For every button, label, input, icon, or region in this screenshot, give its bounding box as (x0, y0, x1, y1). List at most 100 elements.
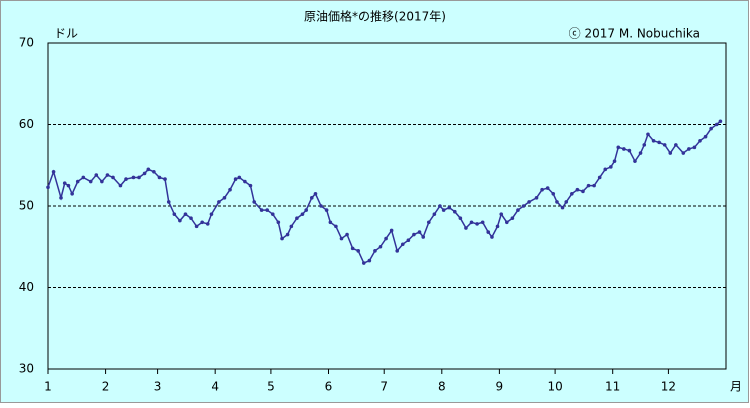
price-point (59, 196, 63, 200)
price-point (687, 147, 691, 151)
price-point (300, 212, 305, 216)
price-point (441, 208, 446, 212)
price-point (81, 175, 86, 180)
price-point (714, 122, 719, 127)
price-point (111, 175, 115, 180)
price-point (480, 220, 485, 225)
price-point (339, 236, 344, 241)
price-point (545, 186, 550, 190)
y-tick-label: 30 (19, 362, 34, 376)
price-point (384, 236, 388, 241)
price-point (555, 200, 559, 204)
y-tick-label: 60 (19, 117, 34, 131)
price-point (88, 179, 93, 184)
x-tick-label: 3 (154, 380, 162, 394)
price-point (560, 205, 565, 210)
x-tick-label: 2 (102, 380, 110, 394)
price-point (378, 244, 383, 249)
x-tick-label: 8 (438, 380, 446, 394)
price-point (319, 204, 323, 208)
price-point (350, 246, 355, 251)
price-point (551, 191, 556, 196)
price-point (46, 185, 50, 190)
price-point (276, 220, 281, 225)
price-point (131, 175, 136, 180)
x-tick-label: 12 (661, 380, 676, 394)
price-point (651, 139, 656, 143)
price-point (709, 126, 713, 131)
price-point (612, 159, 617, 163)
price-point (295, 216, 299, 221)
price-point (432, 212, 437, 216)
price-point (622, 147, 626, 151)
x-tick-label: 6 (325, 380, 333, 394)
price-point (200, 220, 204, 225)
price-point (668, 151, 673, 155)
price-point (417, 230, 422, 234)
price-point (270, 212, 275, 216)
y-tick-label: 50 (19, 199, 34, 213)
y-tick-label: 40 (19, 280, 34, 294)
price-point (289, 224, 294, 229)
price-point (222, 196, 227, 200)
price-point (75, 179, 80, 184)
price-point (657, 140, 661, 145)
price-point (406, 238, 411, 243)
price-point (285, 232, 290, 237)
price-point (324, 208, 329, 212)
price-point (189, 216, 193, 221)
price-point (51, 169, 56, 174)
price-point (152, 169, 156, 174)
price-point (698, 139, 702, 143)
price-point (100, 179, 104, 184)
price-point (421, 235, 426, 239)
price-point (142, 171, 147, 176)
price-point (718, 119, 723, 124)
price-point (642, 143, 647, 147)
price-point (252, 200, 256, 204)
price-point (205, 222, 210, 226)
price-point (356, 249, 361, 253)
price-point (499, 212, 504, 216)
price-point (194, 224, 199, 229)
price-point (534, 196, 539, 200)
x-tick-label: 5 (267, 380, 275, 394)
copyright: ⓒ 2017 M. Nobuchika (569, 27, 700, 41)
x-tick-label: 1 (44, 380, 52, 394)
x-tick-label: 10 (547, 380, 562, 394)
y-tick-label: 70 (19, 36, 34, 50)
x-unit: 月 (730, 380, 742, 394)
price-point (389, 228, 394, 233)
price-point (475, 222, 479, 226)
price-point (137, 175, 141, 180)
price-point (373, 249, 377, 253)
price-point (592, 183, 596, 188)
price-point (527, 200, 531, 204)
price-point (313, 191, 318, 196)
price-point (681, 151, 686, 155)
price-point (70, 191, 74, 196)
price-point (334, 224, 338, 229)
price-point (94, 173, 99, 177)
price-point (521, 204, 526, 208)
price-point (361, 261, 366, 265)
price-point (178, 218, 182, 223)
price-point (581, 189, 585, 194)
price-point (540, 187, 544, 192)
price-point (280, 236, 284, 241)
price-point (124, 177, 128, 181)
x-tick-label: 7 (380, 380, 388, 394)
price-point (412, 232, 416, 237)
price-point (237, 175, 242, 180)
price-point (367, 258, 372, 263)
price-point (703, 134, 708, 139)
price-point (163, 177, 167, 181)
price-point (105, 173, 110, 177)
price-point (510, 216, 515, 221)
price-point (603, 167, 608, 172)
price-point (486, 230, 491, 234)
price-point (646, 132, 650, 137)
price-point (146, 167, 151, 172)
plot-border (47, 42, 727, 370)
